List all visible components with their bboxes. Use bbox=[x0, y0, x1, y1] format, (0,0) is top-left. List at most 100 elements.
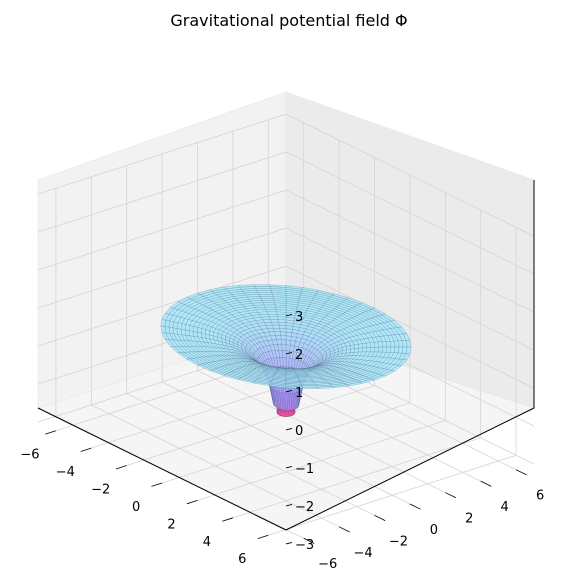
y-tick-label: −6 bbox=[318, 557, 337, 572]
y-tick-mark bbox=[303, 537, 315, 544]
y-tick-label: 4 bbox=[501, 500, 509, 515]
surface-patch bbox=[264, 306, 277, 310]
z-tick-label: 1 bbox=[295, 386, 303, 401]
x-tick-label: −2 bbox=[91, 483, 110, 498]
surface-patch bbox=[285, 386, 303, 389]
surface-patch bbox=[346, 349, 351, 354]
surface-patch bbox=[297, 377, 312, 380]
surface-patch bbox=[257, 292, 273, 295]
surface-patch bbox=[278, 324, 287, 329]
x-tick-mark bbox=[151, 482, 163, 487]
surface-patch bbox=[296, 375, 310, 377]
surface-patch bbox=[261, 300, 275, 303]
surface-patch bbox=[285, 350, 290, 359]
z-tick-mark bbox=[285, 314, 293, 317]
z-tick-mark bbox=[285, 504, 293, 507]
surface-patch bbox=[370, 342, 376, 348]
surface-patch bbox=[294, 371, 306, 373]
surface-patch bbox=[299, 381, 315, 384]
y-tick-label: 6 bbox=[536, 489, 544, 504]
surface-patch bbox=[285, 339, 291, 346]
z-tick-label: −1 bbox=[295, 462, 314, 477]
surface-patch bbox=[280, 331, 287, 336]
x-axis-ticks: −6 −4 −2 0 2 4 6 bbox=[20, 430, 269, 567]
surface-patch bbox=[269, 316, 279, 320]
surface-patch bbox=[278, 322, 287, 326]
grid-line bbox=[285, 151, 534, 275]
y-tick-mark bbox=[445, 492, 457, 499]
grid-line bbox=[197, 420, 446, 501]
surface-patch bbox=[285, 335, 292, 341]
grid-line bbox=[285, 113, 534, 237]
surface-patch bbox=[258, 294, 273, 297]
x-axis-line bbox=[37, 407, 287, 531]
x-tick-label: 4 bbox=[203, 535, 211, 550]
surface-patch bbox=[253, 284, 271, 287]
surface-patch bbox=[260, 298, 275, 301]
x-tick-label: −6 bbox=[20, 448, 39, 463]
z-tick-label: −3 bbox=[295, 538, 314, 553]
x-tick-mark bbox=[115, 465, 127, 470]
surface-patch bbox=[263, 304, 276, 308]
z-tick-label: 3 bbox=[295, 310, 303, 325]
z-tick-mark bbox=[285, 466, 293, 469]
potential-surface bbox=[160, 284, 412, 417]
surface-patch bbox=[270, 319, 279, 323]
surface-patch bbox=[262, 302, 276, 306]
x-tick-mark bbox=[45, 430, 57, 435]
y-axis-ticks: −6 −4 −2 0 2 4 6 bbox=[303, 469, 544, 572]
surface-patch bbox=[280, 335, 287, 341]
surface-patch bbox=[295, 372, 307, 374]
surface-patch bbox=[259, 296, 274, 299]
z-tick-label: 2 bbox=[295, 348, 303, 363]
surface-patch bbox=[273, 328, 281, 332]
y-tick-label: −2 bbox=[389, 534, 408, 549]
surface-patch bbox=[255, 288, 272, 291]
grid-line bbox=[268, 454, 517, 536]
surface-patch bbox=[285, 331, 292, 337]
x-tick-label: 2 bbox=[167, 517, 175, 532]
y-axis-line bbox=[285, 407, 535, 531]
surface-patch bbox=[271, 322, 280, 326]
y-tick-label: 0 bbox=[430, 523, 438, 538]
surface-patch bbox=[254, 286, 271, 289]
y-tick-label: 2 bbox=[465, 512, 473, 527]
grid-line bbox=[161, 381, 411, 505]
y-tick-mark bbox=[480, 480, 492, 487]
x-tick-label: 6 bbox=[238, 552, 246, 567]
x-tick-mark bbox=[186, 500, 198, 505]
z-tick-label: 0 bbox=[295, 424, 303, 439]
surface-patch bbox=[272, 324, 280, 329]
z-tick-mark bbox=[285, 428, 293, 431]
y-tick-mark bbox=[374, 515, 386, 521]
x-tick-mark bbox=[222, 517, 234, 522]
grid-line bbox=[38, 189, 287, 271]
y-tick-label: −4 bbox=[354, 546, 373, 561]
surface-patch bbox=[256, 290, 272, 293]
z-tick-mark bbox=[285, 352, 293, 355]
x-tick-mark bbox=[257, 534, 269, 540]
grid-line bbox=[232, 437, 481, 519]
grid-line bbox=[38, 113, 287, 195]
surface-patch bbox=[301, 385, 318, 388]
surface-patch bbox=[354, 344, 360, 349]
axis-lines bbox=[37, 180, 535, 531]
grid-line bbox=[38, 151, 287, 233]
y-tick-mark bbox=[515, 469, 527, 476]
y-tick-mark bbox=[409, 503, 421, 510]
surface-patch bbox=[301, 386, 319, 389]
x-tick-mark bbox=[80, 447, 92, 452]
grid-line bbox=[38, 265, 287, 347]
x-tick-label: −4 bbox=[56, 465, 75, 480]
grid-line bbox=[285, 189, 534, 313]
surface-patch bbox=[196, 327, 202, 334]
y-tick-mark bbox=[338, 526, 350, 533]
z-tick-mark bbox=[285, 542, 293, 545]
chart-title: Gravitational potential field Φ bbox=[170, 11, 407, 30]
grid-line bbox=[285, 265, 534, 389]
z-tick-label: −2 bbox=[295, 500, 314, 515]
surface-patch bbox=[350, 344, 355, 350]
surface-patch bbox=[281, 339, 287, 346]
surface-patch bbox=[265, 309, 277, 312]
